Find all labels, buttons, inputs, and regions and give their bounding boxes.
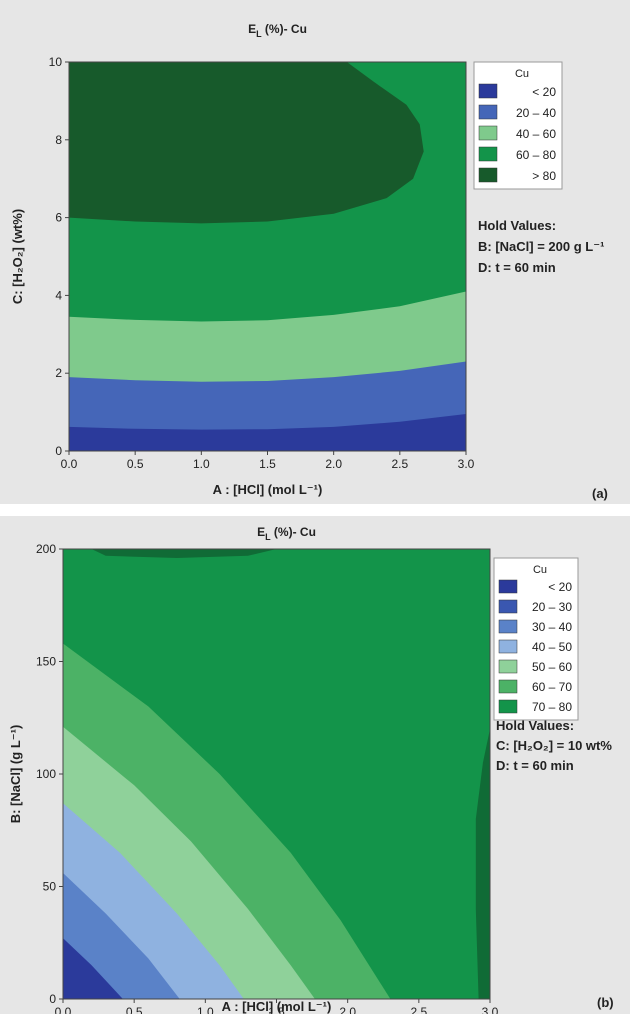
legend-label: 70 – 80 [532, 700, 572, 714]
x-tick-label: 2.5 [410, 1005, 427, 1014]
x-tick-label: 0.0 [55, 1005, 72, 1014]
legend-label: 40 – 50 [532, 640, 572, 654]
legend-title: Cu [533, 564, 547, 576]
legend-label: 20 – 30 [532, 600, 572, 614]
contour-chart-b: 0.0 0.5 1.0 1.5 2.0 2.5 3.0 0 50 100 150 200 EL (%)-… [8, 525, 614, 1014]
y-axis-label: C: [H₂O₂] (wt%) [10, 209, 25, 304]
x-tick-label: 3.0 [482, 1005, 499, 1014]
region-above-80 [69, 62, 424, 224]
legend-swatch [498, 659, 518, 674]
contour-regions [69, 62, 466, 451]
region-below-20 [63, 938, 123, 999]
legend-swatch [478, 125, 498, 141]
y-tick-label: 10 [49, 55, 63, 69]
legend-swatch [498, 679, 518, 694]
hold-value: D: t = 60 min [478, 260, 556, 275]
legend-title: Cu [515, 68, 529, 80]
y-tick-label: 6 [55, 211, 62, 225]
y-tick-label: 0 [49, 992, 56, 1006]
legend-label: 40 – 60 [516, 127, 556, 141]
hold-values-title: Hold Values: [496, 718, 574, 733]
chart-title: EL (%)- Cu [257, 525, 316, 542]
contour-panel-a: 0.0 0.5 1.0 1.5 2.0 2.5 3.0 0 2 4 6 8 10 EL (%)- Cu A … [0, 0, 630, 504]
x-tick-label: 1.0 [197, 1005, 214, 1014]
legend-label: 50 – 60 [532, 660, 572, 674]
y-tick-label: 150 [36, 655, 56, 669]
y-axis-label: B: [NaCl] (g L⁻¹) [8, 725, 23, 824]
x-tick-label: 0.0 [61, 457, 78, 471]
hold-value: C: [H₂O₂] = 10 wt% [496, 738, 612, 753]
x-axis-label: A : [HCl] (mol L⁻¹) [213, 482, 323, 497]
y-tick-label: 4 [55, 288, 62, 302]
legend-swatch [478, 83, 498, 99]
contour-panel-b: 0.0 0.5 1.0 1.5 2.0 2.5 3.0 0 50 100 150 200 EL (%)-… [0, 516, 630, 1014]
legend-swatch [498, 599, 518, 614]
region-above-80-right [475, 729, 490, 999]
x-tick-label: 1.5 [268, 1005, 285, 1014]
y-tick-label: 2 [55, 366, 62, 380]
x-tick-label: 0.5 [126, 1005, 143, 1014]
panel-label: (b) [597, 995, 614, 1010]
x-tick-label: 1.5 [259, 457, 276, 471]
legend-swatch [498, 639, 518, 654]
y-tick-label: 0 [55, 444, 62, 458]
x-tick-label: 1.0 [193, 457, 210, 471]
y-tick-label: 200 [36, 542, 56, 556]
legend-swatch [478, 167, 498, 183]
region-below-20 [69, 414, 466, 451]
legend-label: 30 – 40 [532, 620, 572, 634]
legend-label: 60 – 80 [516, 148, 556, 162]
y-tick-label: 50 [43, 880, 57, 894]
legend-swatch [498, 619, 518, 634]
legend-label: < 20 [548, 580, 572, 594]
x-tick-label: 2.5 [391, 457, 408, 471]
y-tick-label: 100 [36, 767, 56, 781]
legend-swatch [478, 104, 498, 120]
contour-chart-a: 0.0 0.5 1.0 1.5 2.0 2.5 3.0 0 2 4 6 8 10 EL (%)- Cu A … [10, 22, 608, 501]
region-above-80-top [91, 549, 277, 558]
legend-label: 60 – 70 [532, 680, 572, 694]
y-tick-label: 8 [55, 133, 62, 147]
legend-label: < 20 [532, 85, 556, 99]
legend-label: > 80 [532, 169, 556, 183]
x-axis-label: A : [HCl] (mol L⁻¹) [222, 999, 332, 1014]
hold-value: B: [NaCl] = 200 g L⁻¹ [478, 239, 604, 254]
hold-values-title: Hold Values: [478, 218, 556, 233]
chart-title: EL (%)- Cu [248, 22, 307, 39]
x-tick-label: 2.0 [325, 457, 342, 471]
panel-label: (a) [592, 486, 608, 501]
legend-swatch [498, 699, 518, 714]
legend-swatch [498, 579, 518, 594]
x-tick-label: 0.5 [127, 457, 144, 471]
legend-label: 20 – 40 [516, 106, 556, 120]
x-tick-label: 3.0 [458, 457, 475, 471]
contour-regions [63, 549, 490, 999]
legend-swatch [478, 146, 498, 162]
x-tick-label: 2.0 [339, 1005, 356, 1014]
hold-value: D: t = 60 min [496, 758, 574, 773]
